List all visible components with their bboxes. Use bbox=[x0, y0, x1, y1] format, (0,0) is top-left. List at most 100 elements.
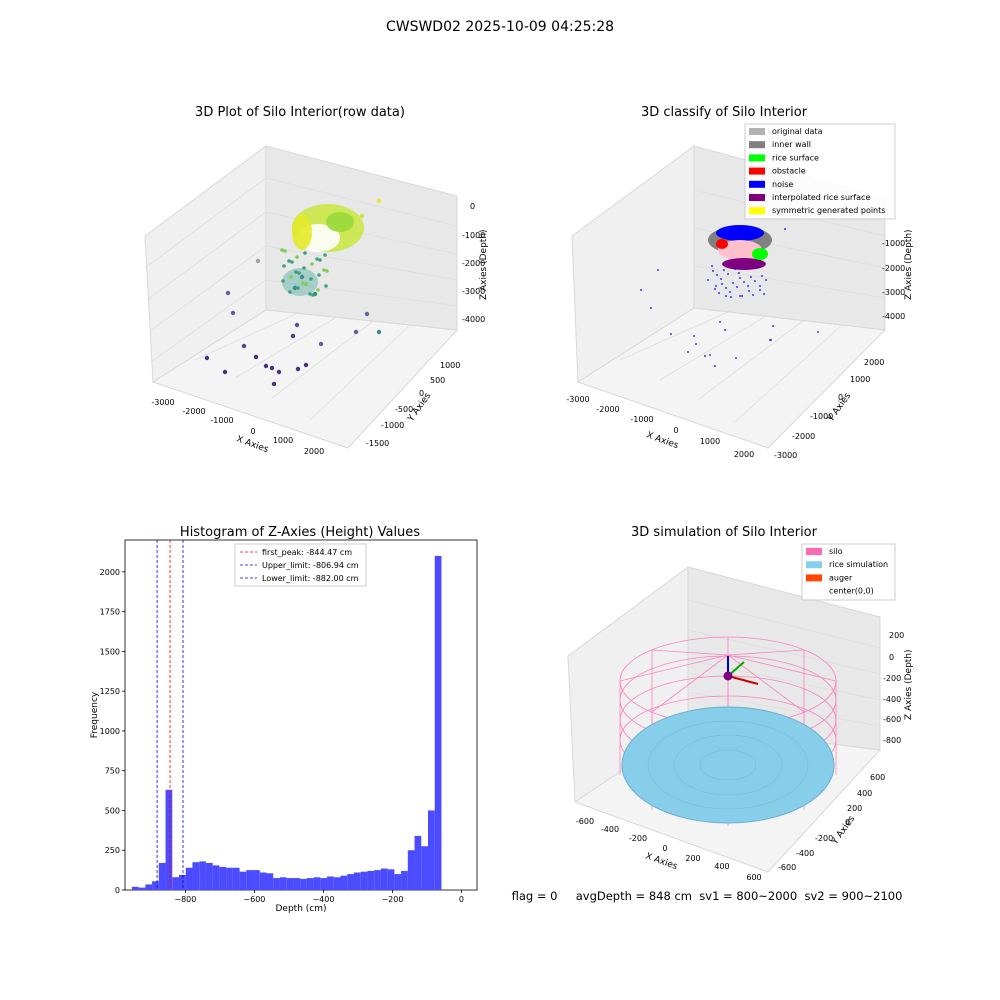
hist-plot-frame bbox=[124, 539, 478, 891]
classify-3d-xtick: 0 bbox=[673, 426, 678, 435]
histogram-bar bbox=[313, 877, 321, 890]
noise-point bbox=[640, 289, 642, 291]
raw-point bbox=[276, 369, 282, 375]
raw-point bbox=[316, 288, 320, 292]
noise-point bbox=[695, 343, 697, 345]
raw-3d-xticks: -3000 -2000 -1000 0 1000 2000 bbox=[151, 398, 324, 456]
raw-point bbox=[222, 369, 228, 375]
noise-point bbox=[670, 333, 672, 335]
raw-3d-xtick: -1000 bbox=[210, 416, 233, 425]
hist-bars bbox=[131, 555, 442, 890]
classify-3d-ytick: 0 bbox=[838, 393, 843, 402]
sim-3d-zlabel: Z Axies (Depth) bbox=[904, 649, 914, 720]
hist-ytick-label: 2000 bbox=[100, 568, 120, 577]
raw-3d-ztick: -1000 bbox=[462, 231, 485, 240]
hist-ytick-label: 750 bbox=[105, 767, 120, 776]
classify-3d-title: 3D classify of Silo Interior bbox=[641, 105, 808, 120]
classify-3d-ztick: -1000 bbox=[882, 239, 905, 248]
legend-swatch bbox=[749, 180, 765, 188]
raw-point bbox=[322, 268, 326, 272]
panel-simulation-3d: 3D simulation of Silo Interior bbox=[567, 525, 914, 882]
histogram-bar bbox=[306, 878, 314, 890]
raw-point bbox=[283, 249, 287, 253]
hist-ytick-label: 1750 bbox=[100, 608, 120, 617]
legend-label: rice simulation bbox=[829, 560, 888, 569]
rice-surface bbox=[621, 706, 835, 824]
raw-3d-ytick: 0 bbox=[419, 389, 424, 398]
histogram-bar bbox=[434, 555, 442, 890]
sim-3d-ytick: 0 bbox=[845, 818, 850, 827]
classify-3d-ytick: -3000 bbox=[774, 451, 797, 460]
classify-3d-ztick: -4000 bbox=[882, 312, 905, 321]
raw-point bbox=[225, 290, 231, 296]
legend-swatch bbox=[749, 167, 765, 175]
classify-3d-xtick: -1000 bbox=[630, 415, 653, 424]
noise-point bbox=[714, 288, 716, 290]
legend-swatch bbox=[806, 587, 822, 595]
legend-label: center(0,0) bbox=[829, 587, 874, 596]
noise-point bbox=[725, 295, 727, 297]
histogram-bar bbox=[333, 877, 341, 890]
histogram-bar bbox=[253, 870, 260, 890]
raw-3d-ytick: 1000 bbox=[440, 361, 460, 370]
histogram-bar bbox=[239, 871, 247, 890]
raw-point bbox=[376, 329, 382, 335]
raw-point bbox=[263, 363, 269, 369]
histogram-bar bbox=[273, 878, 280, 890]
raw-point bbox=[376, 198, 382, 204]
legend-label: original data bbox=[772, 127, 823, 136]
noise-point bbox=[693, 335, 695, 337]
legend-label: symmetric generated points bbox=[772, 206, 885, 215]
noise-point bbox=[754, 280, 756, 282]
noise-point bbox=[729, 291, 731, 293]
sim-3d-ztick: -200 bbox=[883, 674, 901, 683]
hist-legend-label: first_peak: -844.47 cm bbox=[262, 548, 352, 557]
hist-ytick-label: 0 bbox=[115, 886, 120, 895]
hist-xlabel: Depth (cm) bbox=[275, 904, 326, 914]
raw-point bbox=[353, 329, 359, 335]
noise-point bbox=[750, 276, 752, 278]
noise-point bbox=[718, 292, 720, 294]
histogram-bar bbox=[172, 877, 180, 890]
histogram-bar bbox=[152, 881, 159, 890]
noise-point bbox=[724, 329, 726, 331]
raw-point bbox=[282, 264, 286, 268]
histogram-bar bbox=[212, 865, 220, 890]
noise-point bbox=[707, 279, 709, 281]
sim-3d-xticks: -600 -400 -200 0 200 400 600 bbox=[576, 817, 762, 882]
hist-ytick-label: 1500 bbox=[100, 647, 120, 656]
histogram-bar bbox=[259, 872, 267, 890]
noise-point bbox=[687, 351, 689, 353]
histogram-bar bbox=[414, 835, 422, 890]
rice-surface-mesh bbox=[647, 720, 809, 810]
legend-swatch bbox=[806, 548, 822, 555]
raw-point bbox=[323, 253, 327, 257]
raw-point bbox=[295, 255, 299, 259]
raw-point bbox=[255, 258, 261, 264]
raw-point bbox=[324, 284, 328, 288]
hist-ytick-label: 1000 bbox=[100, 727, 120, 736]
legend-label: silo bbox=[829, 547, 843, 556]
raw-3d-zlabel: Z Axies (Depth) bbox=[479, 229, 489, 300]
raw-3d-ztick: -4000 bbox=[462, 315, 485, 324]
hist-xtick-label: −800 bbox=[174, 895, 196, 904]
sim-3d-yticks: -600 -400 -200 0 200 400 600 bbox=[778, 773, 885, 872]
classify-3d-ytick: 1000 bbox=[850, 375, 870, 384]
classify-3d-xtick: 2000 bbox=[734, 450, 754, 459]
histogram-bar bbox=[327, 876, 334, 890]
noise-point bbox=[747, 285, 749, 287]
raw-point bbox=[303, 362, 309, 368]
raw-point bbox=[302, 266, 306, 270]
noise-point bbox=[732, 282, 734, 284]
hist-legend-label: Lower_limit: -882.00 cm bbox=[262, 574, 359, 583]
raw-point bbox=[318, 258, 322, 262]
raw-point bbox=[288, 290, 292, 294]
legend-swatch bbox=[749, 207, 765, 215]
noise-point bbox=[739, 277, 741, 279]
sim-3d-legend: silo rice simulation auger center(0,0) bbox=[806, 547, 888, 596]
noise-point bbox=[738, 272, 740, 274]
noise-point bbox=[761, 275, 763, 277]
sim-3d-xtick: -200 bbox=[629, 834, 647, 843]
raw-point bbox=[364, 311, 370, 317]
